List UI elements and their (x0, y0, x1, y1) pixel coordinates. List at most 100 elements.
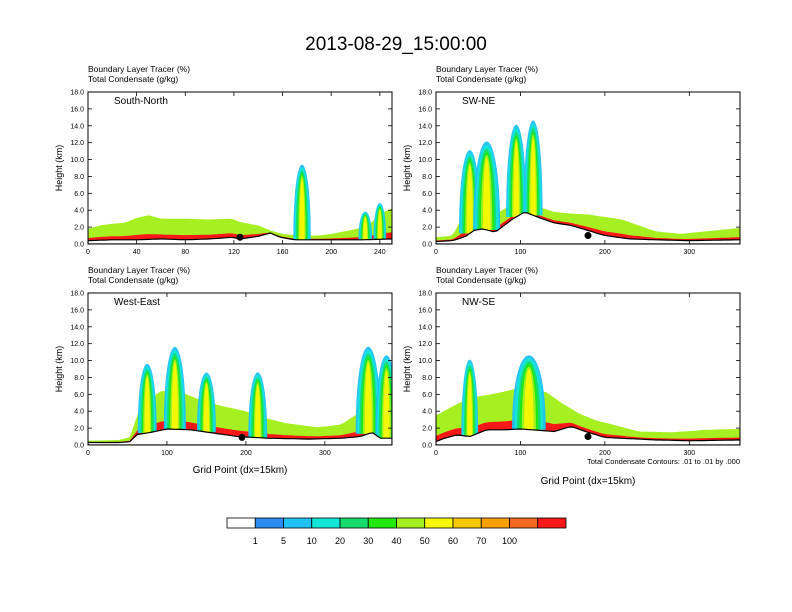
location-marker (236, 233, 244, 241)
x-tick-label: 100 (515, 249, 527, 256)
y-axis-label: Height (km) (54, 346, 64, 393)
panel-south-north: Boundary Layer Tracer (%)Total Condensat… (54, 64, 393, 256)
tracer-plume (364, 363, 372, 434)
colorbar-swatch (226, 517, 256, 529)
y-axis-label: Height (km) (402, 145, 412, 192)
x-tick-label: 100 (161, 450, 173, 457)
y-tick-label: 14.0 (70, 123, 84, 130)
panel-sw-ne: Boundary Layer Tracer (%)Total Condensat… (402, 64, 741, 256)
plot-frame (435, 91, 741, 245)
colorbar-swatch (509, 517, 539, 529)
location-marker (584, 433, 592, 441)
y-tick-label: 6.0 (74, 191, 84, 198)
tracer-plume (383, 370, 390, 439)
x-tick-label: 300 (683, 249, 695, 256)
x-tick-label: 0 (434, 450, 438, 457)
terrain (88, 232, 392, 244)
x-tick-label: 200 (325, 249, 337, 256)
colorbar-label: 1 (253, 536, 258, 546)
colorbar-label: 100 (502, 536, 517, 546)
colorbar-label: 30 (363, 536, 373, 546)
y-tick-label: 16.0 (418, 307, 432, 314)
panel-heading-condensate: Total Condensate (g/kg) (88, 275, 178, 285)
y-tick-label: 4.0 (422, 409, 432, 416)
y-tick-label: 8.0 (74, 174, 84, 181)
colorbar-label: 5 (281, 536, 286, 546)
y-tick-label: 0.0 (74, 443, 84, 450)
tracer-plume (203, 383, 210, 433)
x-tick-label: 0 (86, 249, 90, 256)
colorbar-swatch (424, 517, 454, 529)
x-tick-label: 200 (599, 249, 611, 256)
panel-heading-tracer: Boundary Layer Tracer (%) (88, 265, 190, 275)
colorbar-label: 60 (448, 536, 458, 546)
x-axis-label: Grid Point (dx=15km) (541, 476, 636, 487)
y-tick-label: 0.0 (422, 242, 432, 249)
y-tick-label: 10.0 (418, 157, 432, 164)
y-tick-label: 12.0 (70, 140, 84, 147)
x-tick-label: 80 (181, 249, 189, 256)
y-tick-label: 6.0 (422, 392, 432, 399)
y-tick-label: 14.0 (418, 324, 432, 331)
x-tick-label: 0 (434, 249, 438, 256)
colorbar-swatch (311, 517, 341, 529)
tracer-plume (513, 141, 520, 217)
x-tick-label: 0 (86, 450, 90, 457)
plot-frame (87, 91, 393, 245)
tracer-plume (524, 369, 534, 430)
y-tick-label: 18.0 (70, 291, 84, 298)
location-marker (238, 433, 246, 441)
tracer-plume (530, 138, 536, 216)
y-tick-label: 4.0 (422, 208, 432, 215)
colorbar-label: 20 (335, 536, 345, 546)
tracer-field (88, 293, 392, 445)
y-tick-label: 16.0 (70, 307, 84, 314)
y-tick-label: 10.0 (70, 157, 84, 164)
tracer-plume (378, 209, 382, 240)
colorbar-swatch (452, 517, 482, 529)
tracer-plume (255, 384, 261, 438)
y-tick-label: 0.0 (74, 242, 84, 249)
x-tick-label: 200 (599, 450, 611, 457)
colorbar-swatch (339, 517, 369, 529)
x-tick-label: 300 (683, 450, 695, 457)
y-tick-label: 12.0 (70, 341, 84, 348)
panel-label: NW-SE (462, 297, 495, 308)
contour-footnote: Total Condensate Contours: .01 to .01 by… (587, 457, 740, 466)
tracer-plume (482, 158, 491, 230)
colorbar-label: 50 (420, 536, 430, 546)
y-tick-label: 12.0 (418, 341, 432, 348)
panel-heading-condensate: Total Condensate (g/kg) (436, 74, 526, 84)
colorbar-swatch (537, 517, 567, 529)
y-tick-label: 16.0 (418, 106, 432, 113)
y-tick-label: 2.0 (74, 426, 84, 433)
y-tick-label: 4.0 (74, 208, 84, 215)
panel-heading-tracer: Boundary Layer Tracer (%) (88, 64, 190, 74)
y-tick-label: 18.0 (70, 90, 84, 97)
tracer-plume (171, 362, 178, 430)
x-tick-label: 160 (277, 249, 289, 256)
panel-label: South-North (114, 96, 168, 107)
y-tick-label: 8.0 (422, 375, 432, 382)
colorbar-label: 40 (391, 536, 401, 546)
y-tick-label: 12.0 (418, 140, 432, 147)
y-tick-label: 8.0 (422, 174, 432, 181)
x-tick-label: 120 (228, 249, 240, 256)
x-tick-label: 240 (374, 249, 386, 256)
panel-heading-condensate: Total Condensate (g/kg) (436, 275, 526, 285)
y-tick-label: 2.0 (74, 225, 84, 232)
plot-frame (87, 292, 393, 446)
plot-frame (435, 292, 741, 446)
y-tick-label: 18.0 (418, 291, 432, 298)
tracer-field (436, 92, 740, 244)
x-tick-label: 200 (240, 450, 252, 457)
y-tick-label: 14.0 (418, 123, 432, 130)
y-tick-label: 16.0 (70, 106, 84, 113)
panel-heading-tracer: Boundary Layer Tracer (%) (436, 265, 538, 275)
terrain (436, 212, 740, 244)
tracer-plume (299, 178, 305, 240)
tracer-plume (144, 376, 150, 433)
colorbar: 1 5 10 20 30 40 50 60 70 100 (226, 517, 567, 546)
tracer-plume (467, 373, 473, 437)
colorbar-swatch (367, 517, 397, 529)
